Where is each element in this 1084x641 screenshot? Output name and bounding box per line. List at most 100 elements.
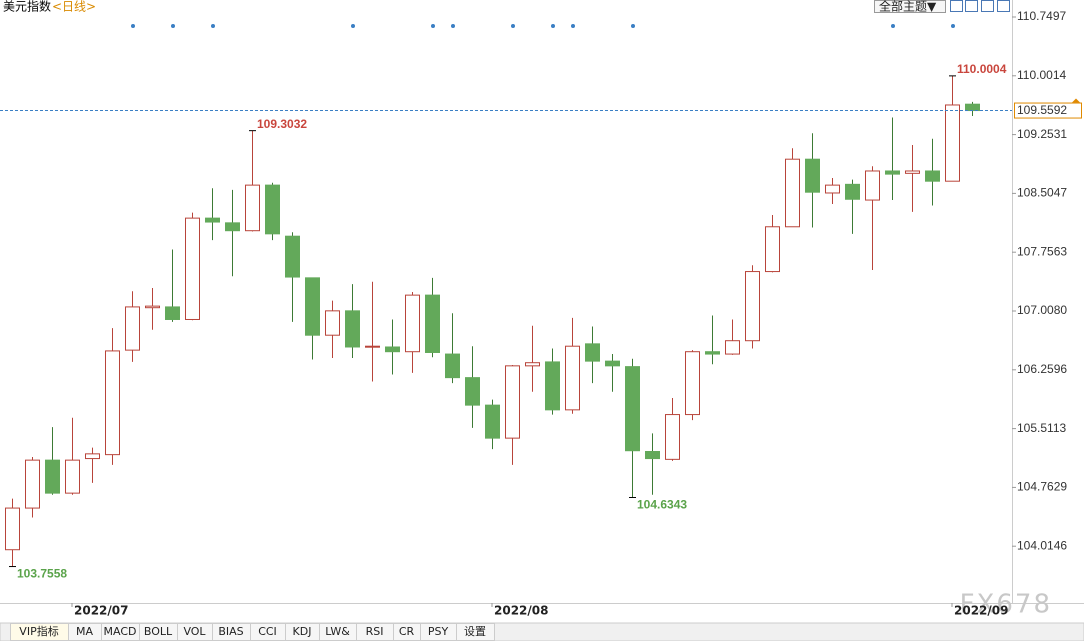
candle-body: [185, 217, 200, 320]
toolbar-label[interactable]: CCI: [258, 625, 277, 638]
max-label: 109.3032: [257, 117, 307, 131]
y-tick-label: 107.7563: [1017, 244, 1067, 258]
event-marker[interactable]: [571, 24, 575, 28]
y-tick-label: 110.0014: [1017, 68, 1066, 82]
candle-body: [85, 453, 100, 460]
candle-body: [385, 346, 400, 353]
candle-body: [285, 235, 300, 278]
toolbar-label[interactable]: CR: [399, 625, 415, 638]
theme-button[interactable]: [874, 0, 946, 13]
candle-body: [705, 351, 720, 355]
candle-body: [305, 277, 320, 336]
candle-body: [525, 362, 540, 367]
candle-body: [5, 507, 20, 551]
toolbar-label[interactable]: RSI: [366, 625, 384, 638]
toolbar-label[interactable]: MA: [76, 625, 93, 638]
candle-body: [25, 459, 40, 509]
candle-body: [905, 170, 920, 174]
candle-body: [805, 158, 820, 193]
event-marker[interactable]: [131, 24, 135, 28]
candle-body: [325, 310, 340, 336]
candle-body: [445, 353, 460, 379]
candle-body: [125, 306, 140, 351]
candle-body: [885, 170, 900, 175]
candle-body: [165, 306, 180, 320]
tool-icon[interactable]: [950, 0, 963, 12]
min-label: 104.6343: [637, 498, 687, 512]
candle-body: [825, 184, 840, 194]
toolbar-label[interactable]: BIAS: [218, 625, 243, 638]
event-marker[interactable]: [551, 24, 555, 28]
event-marker[interactable]: [351, 24, 355, 28]
event-marker[interactable]: [891, 24, 895, 28]
candle-body: [965, 103, 980, 112]
y-tick-label: 110.7497: [1017, 9, 1066, 23]
y-tick-label: 108.5047: [1017, 186, 1067, 200]
event-marker[interactable]: [211, 24, 215, 28]
candle-body: [225, 222, 240, 232]
candle-body: [465, 377, 480, 406]
toolbar-label[interactable]: VOL: [183, 625, 206, 638]
candle-body: [65, 459, 80, 494]
candle-body: [565, 345, 580, 411]
candle-body: [265, 184, 280, 235]
event-marker[interactable]: [511, 24, 515, 28]
event-marker[interactable]: [631, 24, 635, 28]
chart-subtitle[interactable]: <日线>: [52, 0, 96, 14]
candle-body: [765, 226, 780, 273]
candle-body: [865, 170, 880, 201]
candle-body: [425, 294, 440, 353]
candle-body: [345, 310, 360, 348]
candle-body: [925, 170, 940, 182]
last-price-box: [1014, 102, 1082, 119]
tool-icon[interactable]: [981, 0, 994, 12]
toolbar-label[interactable]: KDJ: [293, 625, 312, 638]
tool-icon[interactable]: [997, 0, 1010, 12]
y-tick-label: 104.7629: [1017, 480, 1067, 494]
y-tick-label: 105.5113: [1017, 421, 1066, 435]
toolbar-label[interactable]: 设置: [464, 625, 486, 638]
theme-button-label[interactable]: 全部主题▼: [879, 0, 937, 14]
candle-body: [45, 459, 60, 494]
toolbar-label[interactable]: LW&: [325, 625, 350, 638]
event-marker[interactable]: [451, 24, 455, 28]
chart-title: 美元指数: [3, 0, 51, 14]
candle-body: [605, 360, 620, 367]
tool-icon[interactable]: [965, 0, 978, 12]
candle-body: [785, 158, 800, 228]
candle-body: [685, 351, 700, 416]
candle-body: [845, 183, 860, 200]
candle-body: [505, 365, 520, 439]
candle-body: [665, 414, 680, 460]
candle-body: [725, 340, 740, 355]
event-marker[interactable]: [431, 24, 435, 28]
y-tick-label: 106.2596: [1017, 362, 1067, 376]
event-marker[interactable]: [951, 24, 955, 28]
candle-body: [585, 343, 600, 362]
y-tick-label: 107.0080: [1017, 303, 1067, 317]
candle-body: [645, 450, 660, 460]
min-label: 103.7558: [17, 567, 67, 581]
last-price-arrow: [1072, 98, 1080, 103]
event-marker[interactable]: [171, 24, 175, 28]
x-tick-label: 2022/09: [954, 604, 1008, 618]
toolbar-label[interactable]: BOLL: [144, 625, 173, 638]
candle-body: [365, 345, 380, 348]
candle-body: [105, 350, 120, 456]
x-tick-label: 2022/07: [74, 604, 128, 618]
candle-body: [145, 305, 160, 309]
toolbar-label[interactable]: PSY: [428, 625, 449, 638]
candle-body: [205, 217, 220, 223]
candle-body: [625, 366, 640, 452]
watermark: FX678: [960, 590, 1052, 620]
last-price-label: 109.5592: [1017, 103, 1067, 117]
candle-body: [545, 361, 560, 411]
candle-body: [745, 271, 760, 342]
tool-icons: [950, 0, 1010, 12]
x-tick-label: 2022/08: [494, 604, 548, 618]
toolbar-label[interactable]: MACD: [104, 625, 137, 638]
toolbar-label[interactable]: VIP指标: [19, 624, 58, 638]
